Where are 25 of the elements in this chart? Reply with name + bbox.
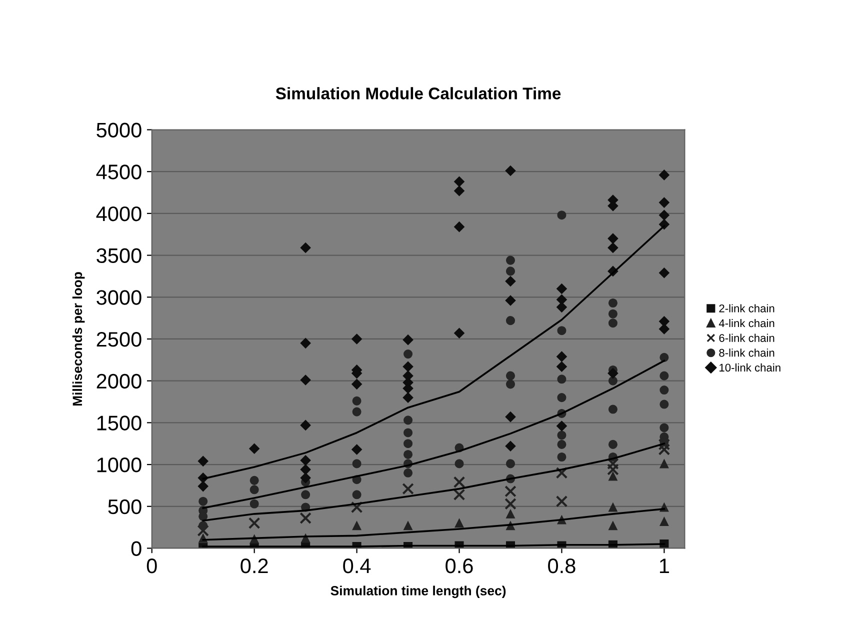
- legend-label: 8-link chain: [719, 348, 774, 357]
- x-axis-title: Simulation time length (sec): [330, 586, 506, 598]
- x-tick-label: 0.8: [548, 558, 576, 574]
- y-axis-title: Milliseconds per loop: [72, 272, 85, 406]
- x-tick-label: 1: [660, 558, 669, 574]
- y-tick-label: 2000: [96, 374, 142, 389]
- x-tick-label: 0.6: [446, 558, 473, 574]
- y-tick-label: 4000: [96, 206, 142, 222]
- chart-title: Simulation Module Calculation Time: [276, 87, 561, 100]
- x-tick-label: 0.4: [343, 558, 371, 574]
- x-tick-label: 0: [146, 558, 157, 574]
- legend-label: 6-link chain: [719, 334, 774, 342]
- y-tick-label: 1000: [97, 458, 142, 472]
- legend-label: 2-link chain: [719, 304, 774, 312]
- y-tick-label: 3000: [96, 290, 142, 305]
- y-tick-label: 1500: [97, 416, 142, 430]
- legend-label: 4-link chain: [718, 319, 774, 328]
- y-tick-label: 3500: [96, 248, 142, 264]
- y-tick-label: 500: [108, 499, 142, 514]
- y-tick-label: 2500: [96, 332, 142, 347]
- y-tick-label: 5000: [96, 122, 142, 138]
- y-tick-label: 0: [131, 541, 142, 556]
- y-tick-label: 4500: [96, 164, 142, 180]
- x-tick-label: 0.2: [240, 558, 268, 574]
- legend-label: 10-link chain: [720, 363, 780, 372]
